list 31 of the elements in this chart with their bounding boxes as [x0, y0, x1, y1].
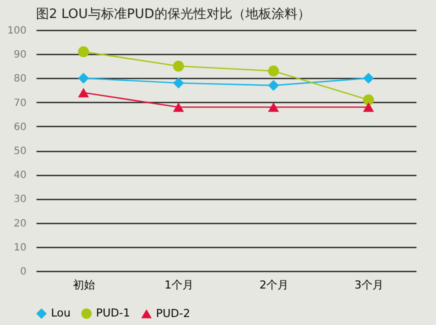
point — [363, 72, 374, 84]
chart-title: 图2 LOU与标准PUD的保光性对比（地板涂料） — [36, 7, 310, 22]
legend-label: PUD-2 — [156, 306, 190, 320]
point — [78, 72, 89, 84]
point — [268, 80, 279, 91]
y-tick-label: 100 — [7, 26, 26, 36]
x-tick-label: 3个月 — [354, 278, 384, 292]
point — [363, 102, 374, 112]
point — [363, 94, 374, 106]
x-tick-label: 2个月 — [260, 278, 288, 292]
legend-label: Lou — [51, 306, 71, 320]
y-tick-label: 80 — [14, 74, 26, 85]
y-tick-label: 60 — [14, 122, 26, 133]
y-tick-label: 90 — [14, 50, 26, 61]
point — [78, 46, 89, 58]
y-tick-label: 20 — [14, 218, 26, 230]
point — [173, 78, 184, 88]
y-tick-label: 0 — [20, 266, 26, 278]
point — [173, 102, 184, 112]
point — [78, 88, 89, 98]
legend-label: PUD-1 — [96, 306, 130, 320]
y-tick-label: 40 — [14, 170, 26, 182]
x-tick-label: 1个月 — [164, 278, 194, 292]
y-tick-label: 10 — [14, 242, 26, 254]
x-tick-label: 初始 — [73, 278, 95, 292]
y-tick-label: 30 — [14, 194, 26, 206]
point — [268, 102, 279, 112]
y-tick-label: 70 — [14, 98, 26, 109]
point — [173, 60, 184, 72]
y-tick-label: 50 — [14, 146, 26, 157]
point — [268, 66, 279, 76]
